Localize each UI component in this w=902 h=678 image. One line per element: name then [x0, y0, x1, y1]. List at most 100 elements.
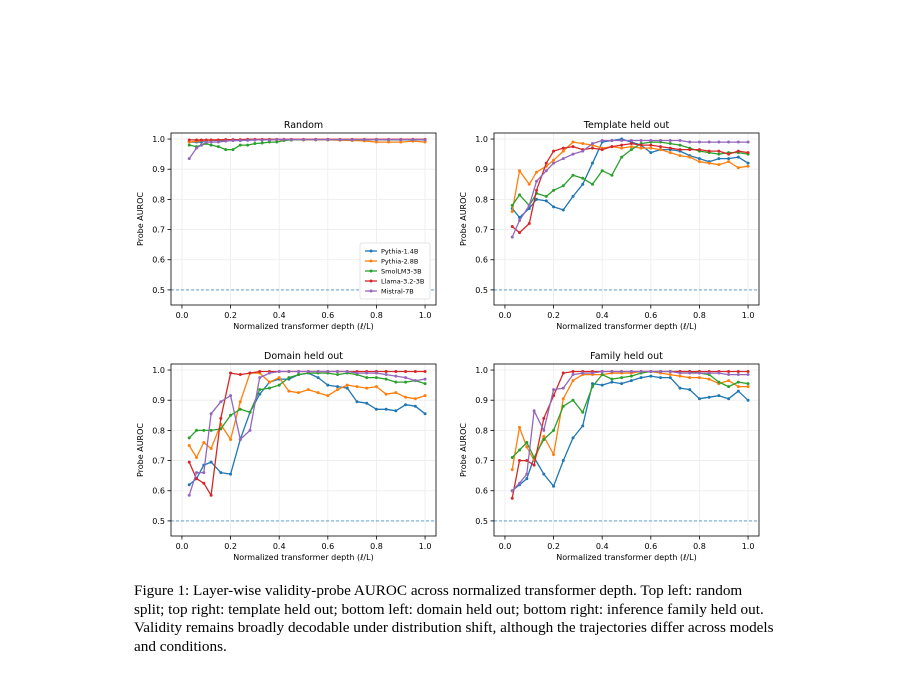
data-point	[423, 140, 427, 144]
chart-panel-4: 0.0 0.2 0.4 0.6 0.8 1.0 0.5 0.6 0.7 0.8 0.9 1.0 Fami…	[459, 351, 760, 562]
data-point	[195, 477, 199, 481]
data-point	[678, 374, 682, 378]
data-point	[195, 146, 199, 150]
data-point	[277, 370, 281, 374]
data-point	[629, 139, 633, 143]
data-point	[229, 394, 233, 398]
y-tick-label: 0.8	[475, 426, 488, 435]
data-point	[688, 155, 692, 159]
data-point	[297, 391, 301, 395]
data-point	[229, 437, 233, 441]
data-point	[267, 140, 271, 144]
data-point	[187, 483, 191, 487]
series-line-smollm3-3b	[511, 370, 749, 459]
plot-frame	[170, 363, 437, 537]
data-point	[561, 157, 565, 161]
data-point	[374, 376, 378, 380]
series-line-mistral-7b	[511, 139, 749, 238]
data-point	[717, 149, 721, 153]
data-point	[365, 386, 369, 390]
data-point	[404, 376, 408, 380]
data-point	[423, 394, 427, 398]
legend-label: Pythia-2.8B	[381, 258, 418, 266]
data-point	[527, 182, 531, 186]
y-tick-label: 0.8	[475, 195, 488, 204]
x-tick-label: 0.4	[596, 311, 609, 320]
y-tick-label: 0.8	[152, 195, 165, 204]
data-point	[561, 459, 565, 463]
data-point	[639, 143, 643, 147]
y-tick-label: 0.5	[475, 517, 488, 526]
data-point	[510, 468, 514, 472]
data-point	[345, 383, 349, 387]
data-point	[246, 138, 250, 142]
data-point	[571, 379, 575, 383]
data-point	[238, 139, 242, 143]
data-point	[525, 445, 529, 449]
data-point	[697, 376, 701, 380]
data-point	[707, 371, 711, 375]
data-point	[423, 370, 427, 374]
data-point	[187, 443, 191, 447]
data-point	[238, 373, 242, 377]
data-point	[238, 437, 242, 441]
data-point	[195, 471, 199, 475]
data-point	[659, 148, 663, 152]
data-point	[746, 151, 750, 155]
data-point	[510, 235, 514, 239]
data-point	[600, 169, 604, 173]
legend-box	[359, 242, 431, 300]
data-point	[525, 459, 529, 463]
x-tick-label: 0.0	[176, 311, 189, 320]
chart-panel-3: 0.0 0.2 0.4 0.6 0.8 1.0 0.5 0.6 0.7 0.8 0.9 1.0 Doma…	[136, 351, 437, 562]
data-point	[535, 188, 539, 192]
data-point	[260, 141, 264, 145]
data-point	[204, 138, 208, 142]
data-point	[620, 146, 624, 150]
data-point	[571, 373, 575, 377]
data-point	[202, 471, 206, 475]
data-point	[688, 148, 692, 152]
data-point	[316, 391, 320, 395]
data-point	[620, 382, 624, 386]
data-point	[287, 389, 291, 393]
x-axis-label: Normalized transformer depth (ℓ/L)	[556, 322, 696, 331]
data-point	[707, 149, 711, 153]
data-point	[600, 373, 604, 377]
data-point	[727, 373, 731, 377]
data-point	[678, 139, 682, 143]
data-point	[639, 146, 643, 150]
data-point	[552, 484, 556, 488]
data-point	[219, 471, 223, 475]
data-point	[697, 148, 701, 152]
data-point	[649, 370, 653, 374]
data-point	[204, 140, 208, 144]
x-tick-label: 0.6	[644, 311, 657, 320]
figure-panel: 0.0 0.2 0.4 0.6 0.8 1.0 0.5 0.6 0.7 0.8 0.9 1.0 Rand…	[136, 120, 760, 562]
y-axis-label: Probe AUROC	[136, 423, 145, 477]
series-line-smollm3-3b	[511, 141, 749, 207]
data-point	[600, 139, 604, 143]
data-point	[668, 146, 672, 150]
data-point	[532, 409, 536, 413]
data-point	[532, 463, 536, 467]
legend-marker	[369, 259, 373, 263]
y-tick-label: 0.5	[475, 286, 488, 295]
y-tick-label: 1.0	[475, 135, 488, 144]
series-line-pythia-2-8b	[188, 372, 426, 459]
data-point	[258, 388, 262, 392]
data-point	[314, 138, 318, 142]
x-tick-label: 0.2	[547, 311, 560, 320]
y-tick-label: 0.6	[152, 487, 165, 496]
data-point	[399, 138, 403, 142]
data-point	[336, 385, 340, 389]
data-point	[659, 370, 663, 374]
legend-label: Mistral-7B	[381, 288, 414, 296]
data-point	[355, 371, 359, 375]
y-tick-label: 0.6	[475, 487, 488, 496]
data-point	[219, 416, 223, 420]
data-point	[561, 208, 565, 212]
data-point	[187, 138, 191, 142]
series-line-pythia-1-4b	[511, 375, 749, 492]
data-point	[746, 370, 750, 374]
